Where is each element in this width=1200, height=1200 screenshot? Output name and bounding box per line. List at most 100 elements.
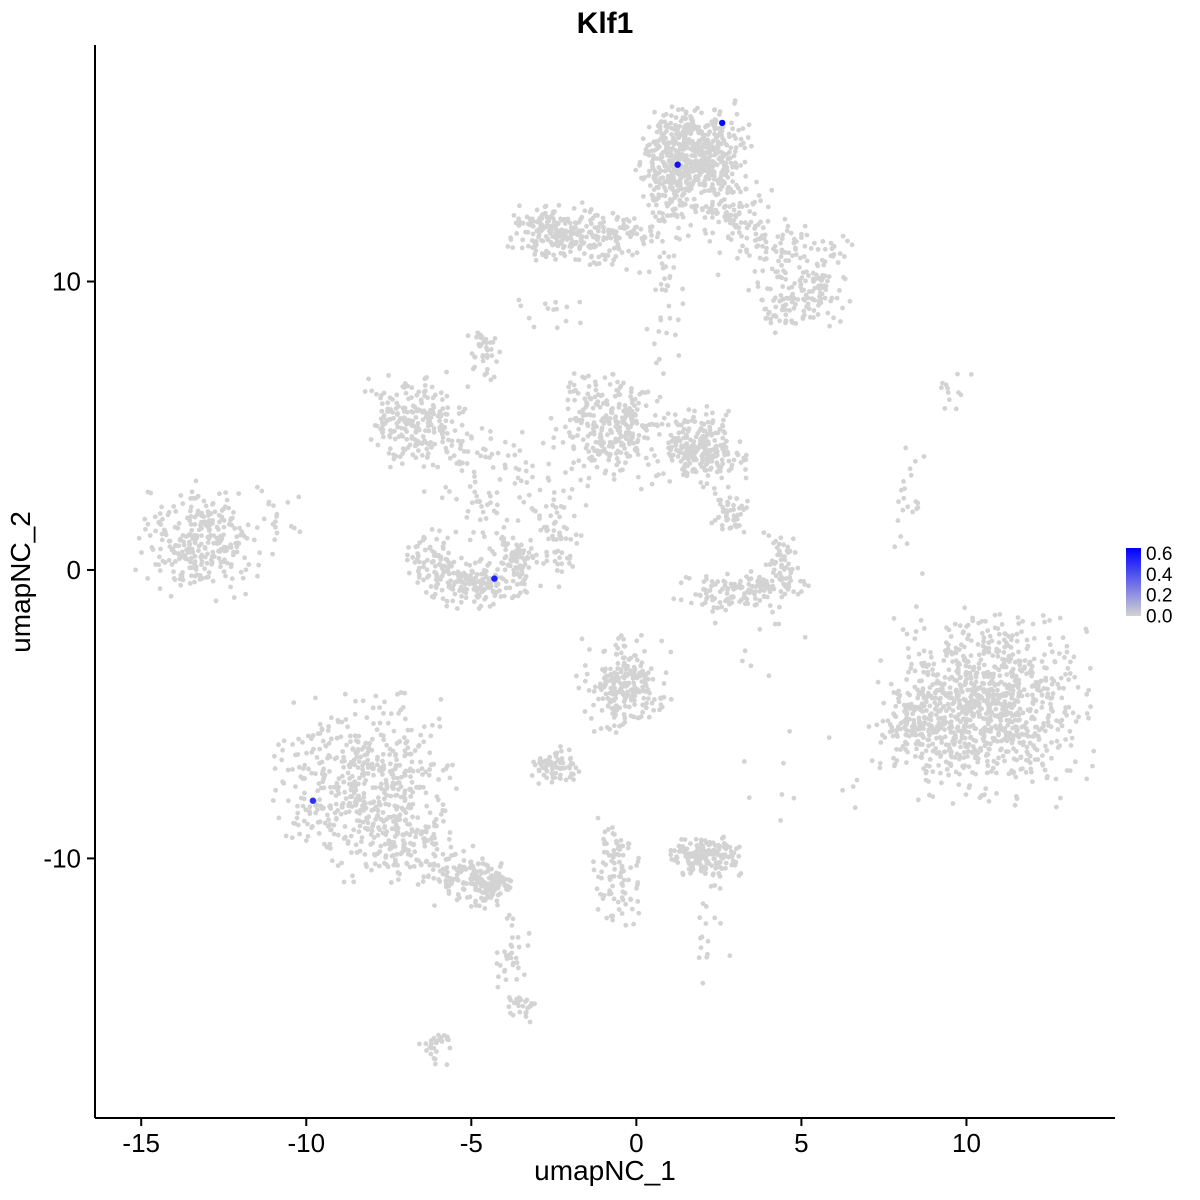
cell-point: [762, 257, 767, 262]
cell-point: [270, 551, 275, 557]
cell-point: [601, 401, 606, 406]
cell-point: [419, 453, 425, 458]
cell-point: [989, 725, 994, 731]
cell-point: [514, 582, 520, 587]
cell-point: [606, 421, 612, 427]
cell-point: [763, 581, 769, 586]
cell-point: [459, 593, 464, 599]
cell-point: [1046, 635, 1052, 641]
cell-point: [924, 708, 929, 713]
cell-point: [943, 759, 949, 765]
cell-point: [1005, 749, 1011, 754]
cell-point: [387, 434, 393, 440]
cell-point: [438, 390, 444, 396]
cell-point: [440, 397, 445, 403]
cell-point: [523, 460, 529, 465]
cell-point: [621, 217, 626, 223]
cell-point: [617, 723, 622, 729]
cell-point: [673, 332, 678, 338]
cell-point: [409, 409, 415, 414]
cell-point: [209, 554, 215, 560]
cell-point: [543, 254, 549, 260]
cell-point: [254, 484, 260, 490]
cell-point: [725, 586, 731, 591]
cell-point: [407, 442, 413, 448]
cell-point: [589, 454, 595, 460]
cell-point: [1014, 757, 1019, 763]
cell-point: [1048, 724, 1054, 730]
cell-point: [531, 324, 537, 330]
cell-point: [165, 512, 171, 518]
cell-point: [1053, 776, 1059, 782]
cell-point: [684, 196, 690, 202]
cell-point: [1004, 672, 1010, 677]
cell-point: [255, 573, 260, 579]
cell-point: [626, 680, 632, 686]
cell-point: [621, 442, 626, 448]
cell-point: [575, 433, 580, 438]
cell-point: [592, 448, 598, 454]
cell-point: [773, 573, 779, 579]
cell-point: [157, 586, 163, 592]
cell-point: [510, 578, 516, 584]
cell-point: [499, 536, 504, 541]
cell-point: [1014, 796, 1020, 802]
cell-point: [467, 484, 473, 489]
cell-point: [1008, 637, 1014, 643]
cell-point: [768, 320, 774, 326]
cell-point: [435, 464, 441, 470]
cell-point: [484, 352, 490, 358]
cell-point: [612, 393, 618, 399]
cell-point: [446, 584, 452, 590]
cell-point: [581, 240, 587, 246]
cell-point: [717, 109, 723, 114]
cell-point: [625, 231, 631, 236]
cell-point: [776, 541, 782, 547]
cell-point: [634, 675, 640, 681]
cell-point: [953, 645, 959, 651]
cell-point: [700, 484, 706, 490]
cell-point: [1055, 727, 1061, 732]
cell-point: [488, 429, 493, 434]
cell-point: [701, 586, 706, 592]
cell-point: [720, 446, 725, 452]
cell-point: [457, 446, 463, 452]
cell-point: [646, 168, 652, 174]
cell-point: [494, 530, 500, 536]
cell-point: [328, 784, 333, 790]
cell-point: [664, 213, 670, 219]
cell-point: [719, 604, 725, 610]
cell-point: [1068, 743, 1074, 748]
cell-point: [812, 285, 818, 291]
cell-point: [234, 549, 240, 555]
cell-point: [153, 562, 159, 567]
cell-point: [737, 439, 743, 445]
cell-point: [402, 405, 408, 411]
cell-point: [799, 589, 804, 594]
cell-point: [422, 843, 428, 849]
cell-point: [419, 400, 425, 406]
cell-point: [967, 724, 973, 729]
cell-point: [586, 373, 591, 379]
cell-point: [352, 711, 358, 717]
cell-point: [997, 694, 1003, 700]
cell-point: [710, 597, 715, 603]
cell-point: [950, 708, 956, 713]
cell-point: [785, 550, 791, 555]
cell-point: [465, 384, 471, 390]
cell-point: [410, 789, 416, 795]
cell-point: [622, 226, 628, 231]
cell-point: [353, 842, 359, 848]
cell-point: [727, 495, 733, 501]
cell-point: [793, 252, 799, 257]
cell-point: [937, 696, 942, 702]
cell-point: [807, 314, 813, 320]
cell-point: [489, 451, 495, 457]
cell-point: [518, 542, 524, 548]
cell-point: [726, 458, 732, 464]
cell-point: [338, 734, 344, 740]
cell-point: [604, 398, 610, 404]
cell-point: [595, 392, 601, 398]
cell-point: [1009, 768, 1014, 773]
cell-point: [568, 537, 574, 542]
